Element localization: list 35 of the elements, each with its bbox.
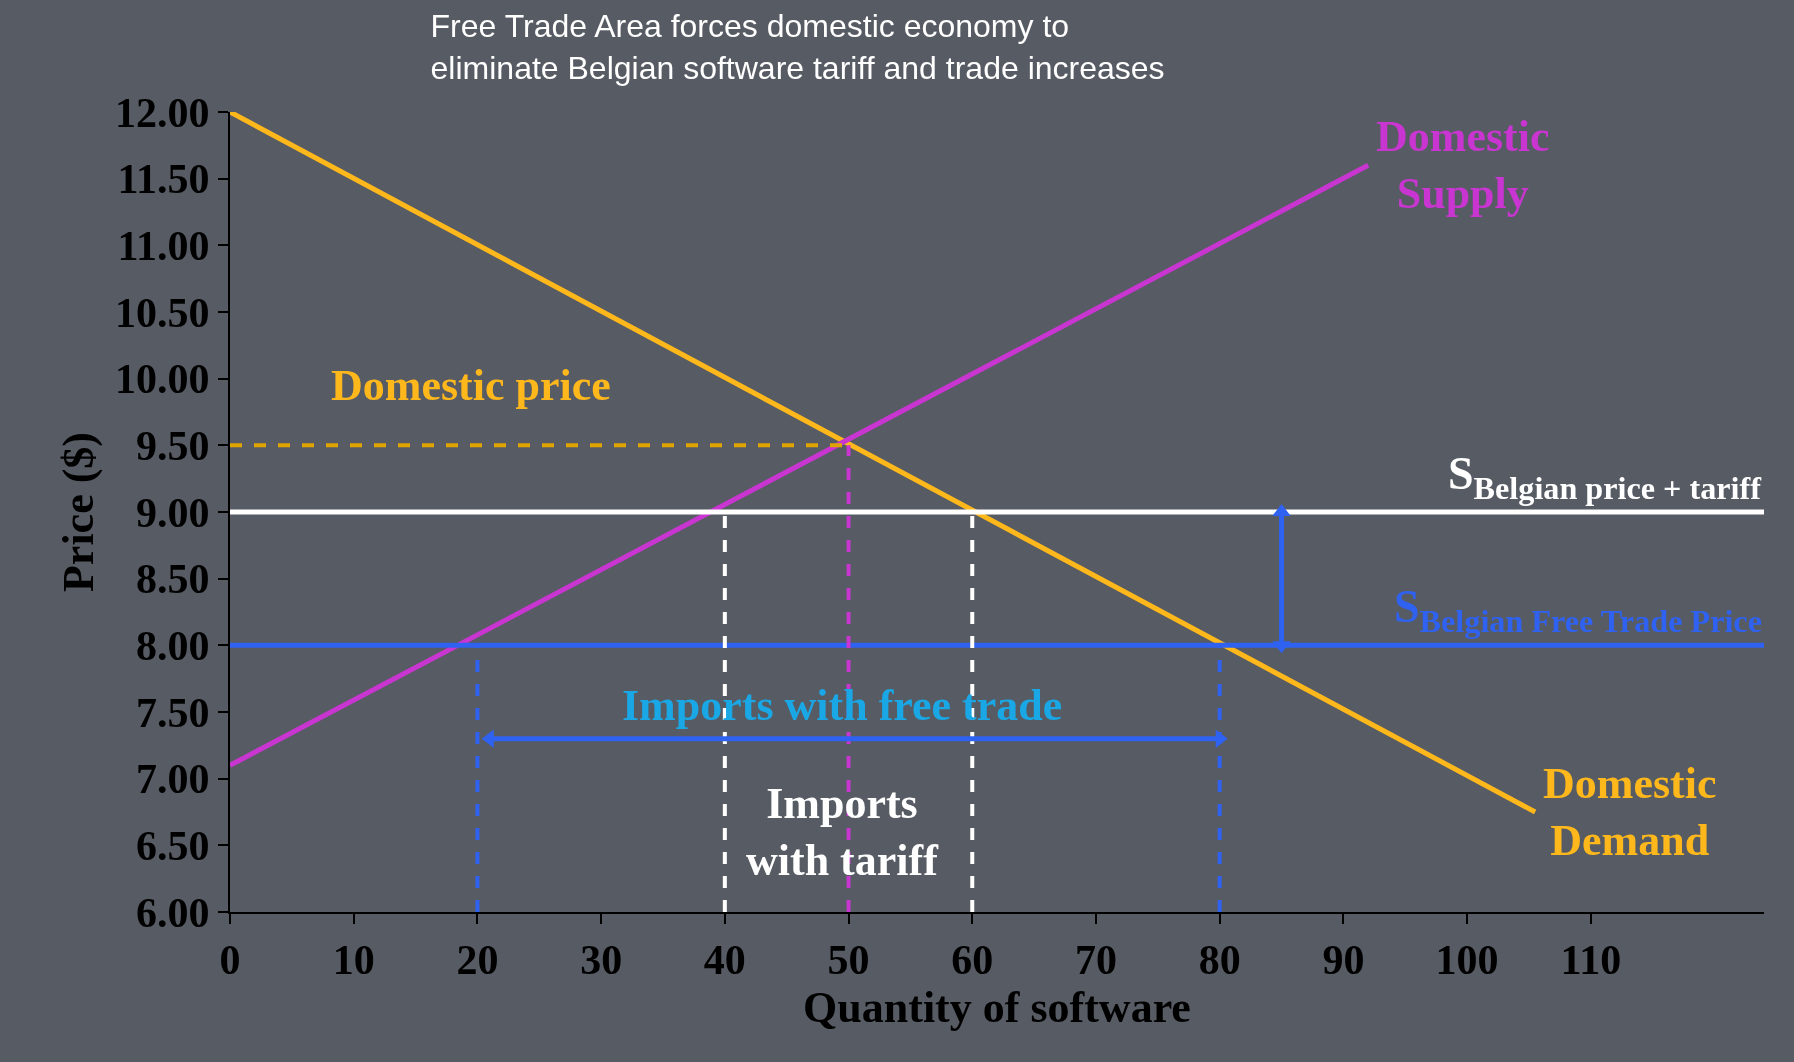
annotation: Domestic price: [331, 361, 611, 410]
annotation: Imports with tariff: [746, 779, 940, 886]
y-tick-label: 10.00: [115, 356, 210, 403]
x-tick-label: 40: [703, 937, 746, 984]
x-tick-label: 90: [1322, 937, 1365, 984]
chart-title: Free Trade Area forces domestic economy to eliminate Belgian software tariff and trade increases: [430, 8, 1165, 86]
y-tick-label: 10.50: [115, 289, 210, 336]
y-tick-label: 8.50: [136, 556, 210, 603]
y-tick-label: 7.00: [136, 756, 210, 803]
x-tick-label: 10: [332, 937, 375, 984]
y-tick-label: 9.50: [136, 423, 210, 470]
series-label: Domestic Demand: [1543, 759, 1717, 866]
y-tick-label: 11.50: [117, 156, 210, 203]
x-tick-label: 100: [1435, 937, 1499, 984]
x-tick-label: 50: [827, 937, 870, 984]
x-tick-label: 0: [219, 937, 241, 984]
series-label: S$_{Belgian price + tariff}$: [1448, 448, 1763, 506]
y-tick-label: 9.00: [136, 489, 210, 536]
annotation: Imports with free trade: [622, 681, 1063, 730]
x-tick-label: 30: [580, 937, 623, 984]
x-axis-title: Quantity of software: [803, 983, 1191, 1033]
y-tick-label: 8.00: [136, 623, 210, 670]
x-tick-label: 70: [1074, 937, 1117, 984]
y-tick-label: 6.50: [136, 823, 210, 870]
x-tick-label: 110: [1560, 937, 1622, 984]
series-label: Domestic Supply: [1376, 112, 1550, 219]
y-tick-label: 7.50: [136, 689, 210, 736]
series-label: S$_{Belgian Free Trade Price}$: [1394, 581, 1762, 639]
y-tick-label: 6.00: [136, 889, 210, 936]
x-tick-label: 80: [1198, 937, 1241, 984]
y-axis-title: Price ($): [53, 432, 103, 592]
x-tick-label: 60: [951, 937, 994, 984]
x-tick-label: 20: [456, 937, 499, 984]
y-tick-label: 12.00: [115, 89, 210, 136]
y-tick-label: 11.00: [117, 223, 210, 270]
